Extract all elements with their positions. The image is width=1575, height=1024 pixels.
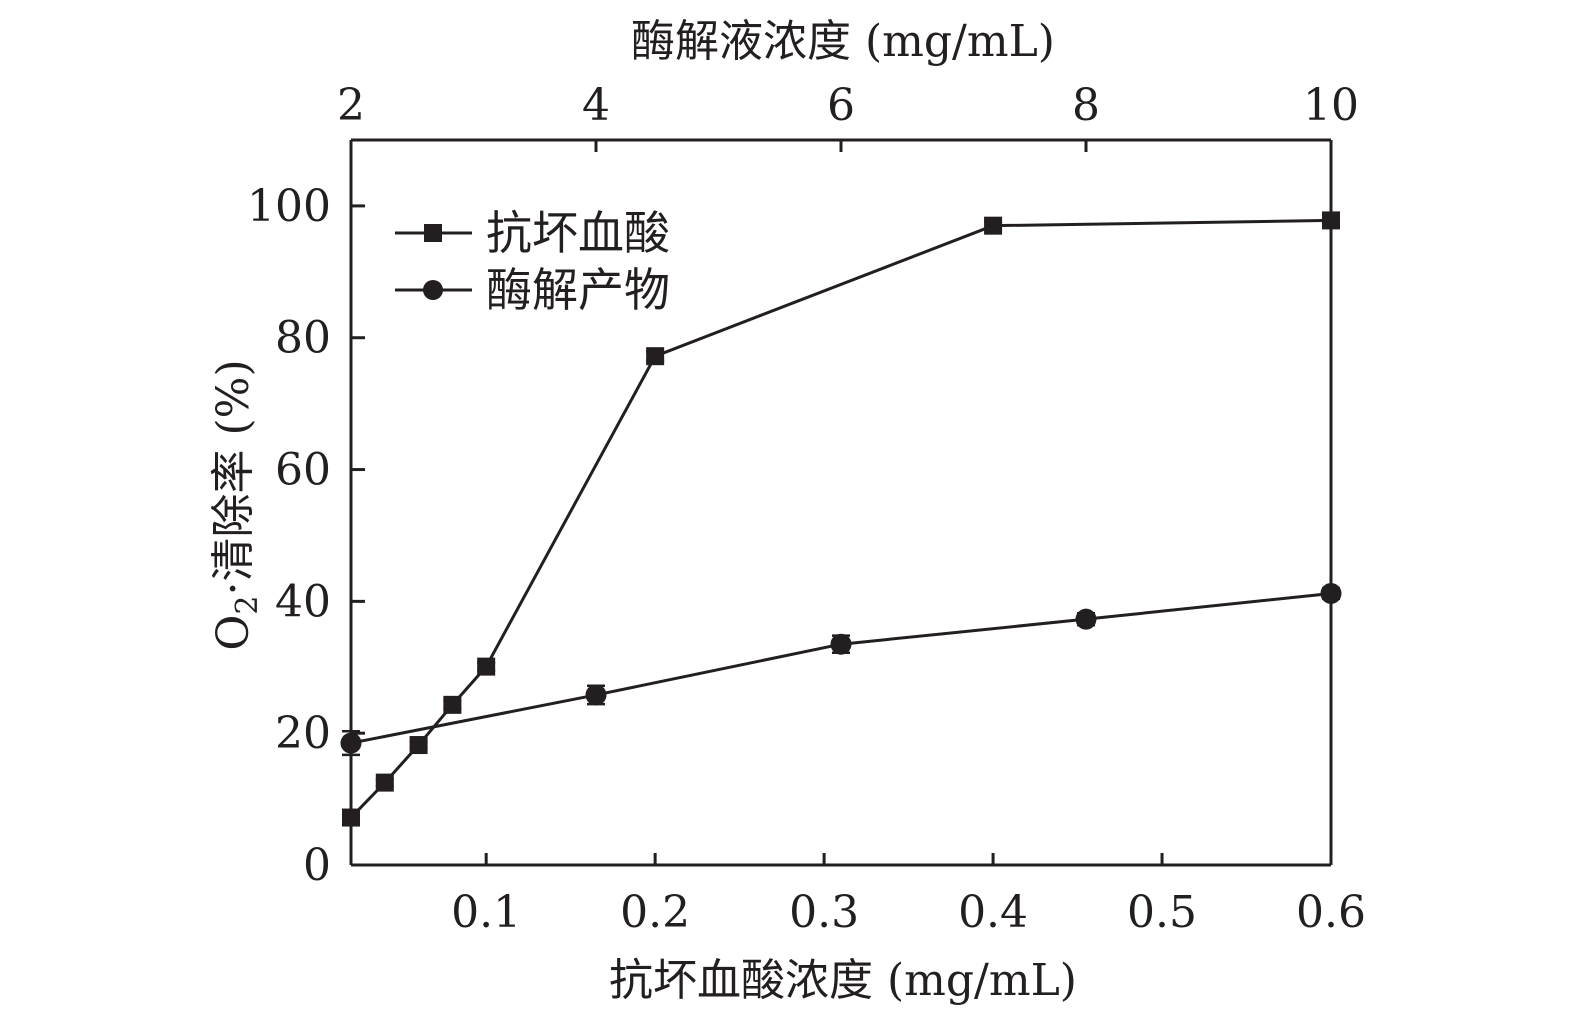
data-point-square bbox=[984, 216, 1003, 235]
top-tick-label: 2 bbox=[337, 80, 365, 131]
bottom-tick-label: 0.6 bbox=[1296, 887, 1366, 938]
y-tick-label: 80 bbox=[275, 313, 331, 364]
top-tick-label: 6 bbox=[827, 80, 855, 131]
data-point-square bbox=[1322, 211, 1340, 230]
bottom-tick-label: 0.2 bbox=[620, 887, 690, 938]
data-point-circle bbox=[830, 633, 852, 655]
legend: 抗坏血酸 酶解产物 bbox=[395, 206, 670, 317]
data-point-circle bbox=[585, 684, 607, 706]
data-point-square bbox=[477, 657, 496, 676]
legend-label-hydrolysate: 酶解产物 bbox=[486, 263, 670, 317]
bottom-tick-label: 0.3 bbox=[789, 887, 859, 938]
data-point-square bbox=[375, 773, 394, 792]
data-point-square bbox=[443, 695, 462, 714]
y-axis-title-rest: ·清除率 (%) bbox=[208, 359, 259, 595]
y-axis-title-main: O bbox=[208, 615, 259, 651]
bottom-axis-title: 抗坏血酸浓度 (mg/mL) bbox=[609, 955, 1077, 1006]
y-tick-label: 0 bbox=[303, 840, 331, 891]
legend-label-ascorbic-acid: 抗坏血酸 bbox=[486, 206, 670, 260]
data-point-circle bbox=[340, 732, 362, 754]
series-group bbox=[340, 211, 1342, 827]
top-axis-title: 酶解液浓度 (mg/mL) bbox=[631, 16, 1055, 67]
top-tick-label: 10 bbox=[1303, 80, 1359, 131]
data-point-circle bbox=[1320, 582, 1342, 604]
bottom-tick-label: 0.5 bbox=[1127, 887, 1197, 938]
y-tick-label: 100 bbox=[247, 181, 331, 232]
top-tick-label: 8 bbox=[1072, 80, 1100, 131]
y-axis-title: O2·清除率 (%) bbox=[208, 359, 265, 650]
data-point-square bbox=[646, 347, 665, 366]
legend-square-marker bbox=[424, 224, 442, 242]
y-tick-label: 60 bbox=[275, 445, 331, 496]
y-tick-label: 40 bbox=[275, 576, 331, 627]
data-point-circle bbox=[1075, 608, 1097, 630]
y-tick-label: 20 bbox=[275, 708, 331, 759]
y-axis-title-sub: 2 bbox=[230, 595, 265, 614]
data-point-square bbox=[409, 736, 428, 755]
legend-circle-marker bbox=[423, 280, 443, 300]
bottom-tick-label: 0.1 bbox=[451, 887, 521, 938]
data-point-square bbox=[342, 808, 360, 827]
bottom-tick-label: 0.4 bbox=[958, 887, 1028, 938]
series-line-1 bbox=[350, 591, 1332, 745]
top-tick-label: 4 bbox=[582, 80, 610, 131]
